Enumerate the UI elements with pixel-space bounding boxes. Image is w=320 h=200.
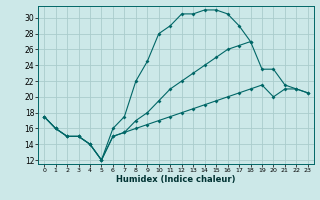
X-axis label: Humidex (Indice chaleur): Humidex (Indice chaleur) — [116, 175, 236, 184]
